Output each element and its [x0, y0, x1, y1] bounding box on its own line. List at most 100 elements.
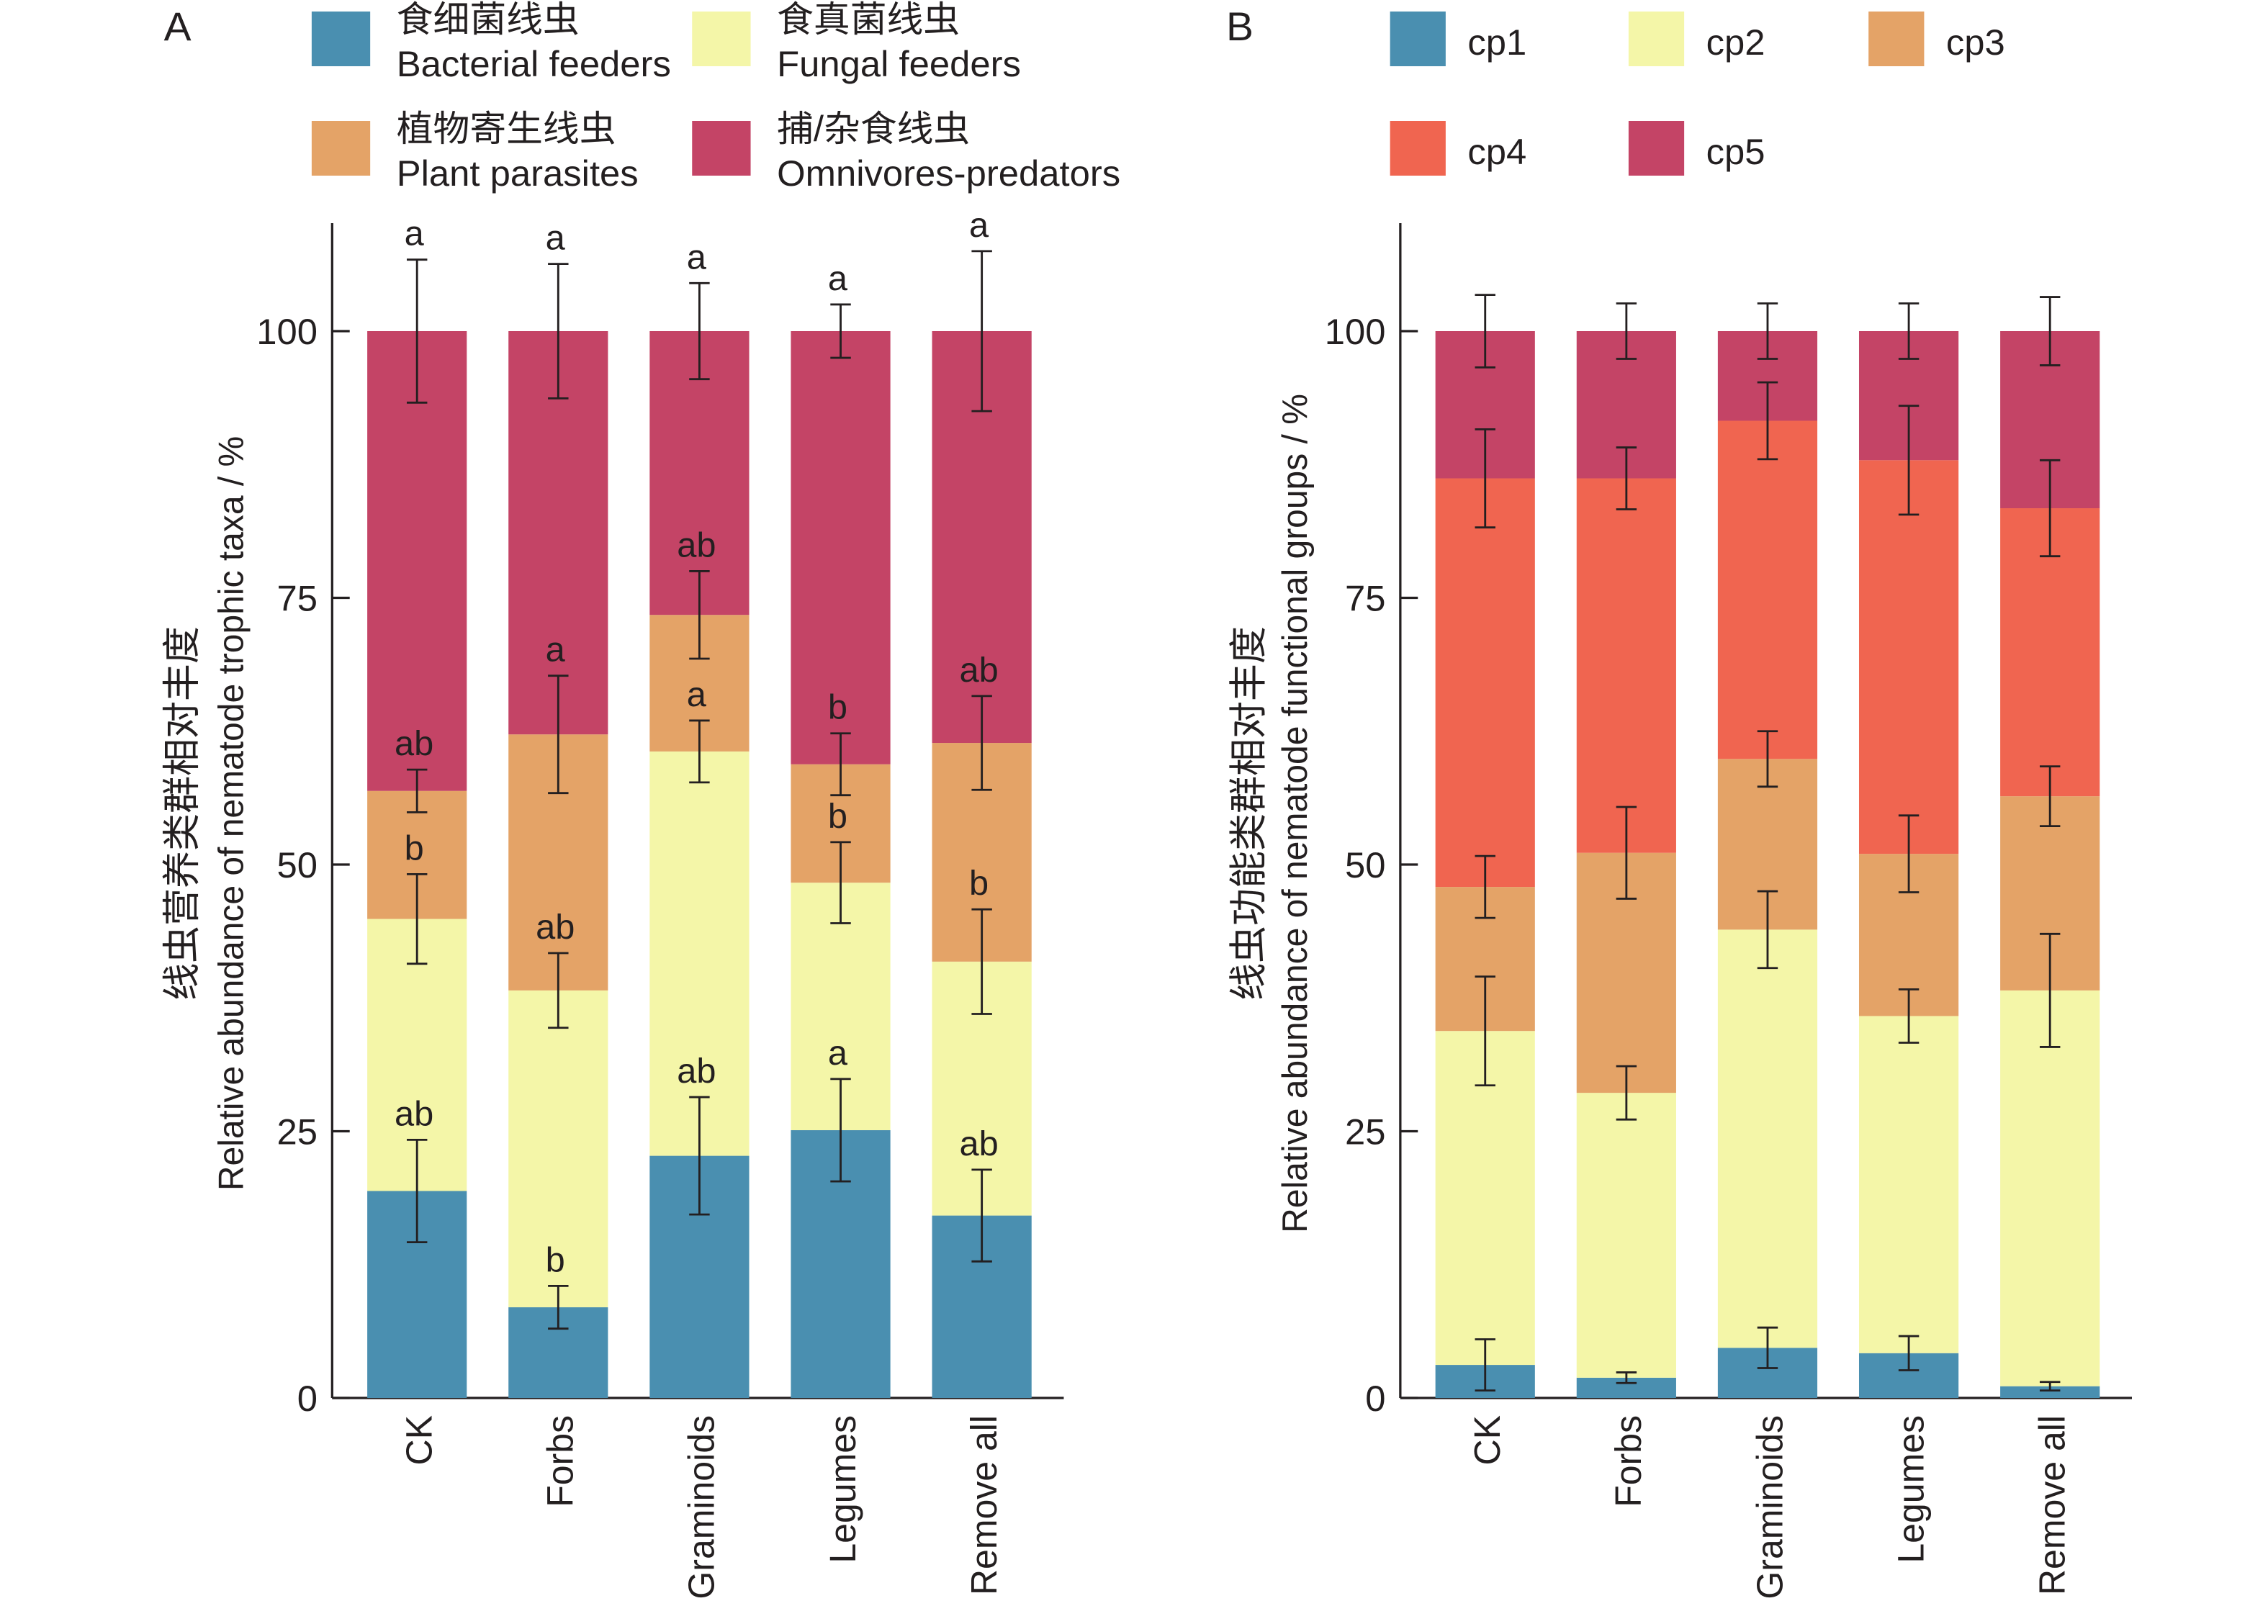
- stacked-bar: [1717, 331, 1818, 1398]
- error-bar: [830, 1078, 851, 1183]
- y-axis-label-cn-a: 线虫营养类群相对丰度: [161, 626, 203, 1001]
- error-bar: [971, 250, 992, 412]
- bar-segment-cp1: [2000, 1386, 2100, 1398]
- y-axis-label-a: Relative abundance of nematode trophic t…: [212, 436, 251, 1191]
- y-tick-label: 50: [276, 844, 318, 885]
- error-bar: [1475, 854, 1495, 919]
- error-bar: [689, 719, 710, 784]
- significance-letter: b: [828, 797, 847, 836]
- bar-segment-cp2: [1858, 1016, 1959, 1353]
- plot-b: 0 25 50 75 100 CK Forbs Graminoids Legumes Remove…: [1325, 223, 2132, 1600]
- legend-swatch: [311, 121, 371, 176]
- significance-letter: ab: [959, 651, 998, 690]
- bar-segment-cp2: [1717, 929, 1818, 1348]
- legend-label: cp5: [1706, 131, 1765, 172]
- panel-label-a: A: [164, 4, 192, 48]
- legend-swatch: [1628, 121, 1685, 176]
- stacked-bar: [649, 331, 750, 1398]
- significance-letter: a: [405, 215, 424, 253]
- bar-segment-cp2: [2000, 990, 2100, 1386]
- significance-letter: b: [828, 688, 847, 727]
- error-bar: [1616, 1371, 1637, 1384]
- significance-letter: ab: [536, 908, 575, 947]
- legend-item: cp4: [1390, 121, 1526, 176]
- error-bar: [1475, 428, 1495, 529]
- error-bar: [1757, 730, 1778, 788]
- error-bar: [1898, 988, 1920, 1044]
- legend-item: cp2: [1628, 12, 1765, 66]
- error-bar: [830, 732, 851, 797]
- bar-segment-omnivores-predators: [367, 331, 467, 791]
- error-bar: [1757, 381, 1778, 461]
- error-bar: [1616, 302, 1637, 360]
- error-bar: [689, 1096, 710, 1216]
- error-bar: [1616, 806, 1637, 900]
- error-bar: [830, 841, 851, 924]
- panel-b: B cp1 cp2 cp3 cp4 cp5 0 25 50 75 100 CK Forbs Grami…: [1226, 4, 2132, 1600]
- x-tick-label: Forbs: [539, 1415, 580, 1507]
- error-bar: [1898, 1335, 1920, 1371]
- significance-letter: a: [687, 238, 706, 277]
- error-bar: [830, 303, 851, 359]
- significance-letter: b: [969, 865, 989, 903]
- legend-label: cp1: [1467, 22, 1526, 63]
- bar-segment-cp4: [1717, 420, 1818, 759]
- legend-swatch: [1390, 12, 1446, 66]
- error-bar: [2039, 296, 2061, 366]
- error-bar: [689, 281, 710, 381]
- y-tick-label: 100: [256, 311, 318, 352]
- significance-letter: b: [405, 829, 424, 868]
- error-bar: [548, 1284, 569, 1330]
- significance-letter: ab: [677, 1052, 716, 1091]
- error-bar: [971, 1168, 992, 1263]
- error-bar: [1616, 446, 1637, 510]
- legend-b: cp1 cp2 cp3 cp4 cp5: [1390, 12, 2005, 176]
- legend-label-cn: 植物寄生线虫: [397, 108, 616, 149]
- y-axis-label-b: Relative abundance of nematode functiona…: [1275, 394, 1314, 1233]
- legend-label: cp2: [1706, 22, 1765, 63]
- error-bar: [1898, 814, 1920, 893]
- legend-item: cp1: [1390, 12, 1526, 66]
- error-bar: [406, 258, 428, 404]
- x-tick-label: Legumes: [1890, 1415, 1931, 1564]
- significance-letter: a: [969, 206, 989, 245]
- legend-label: cp3: [1946, 22, 2005, 63]
- y-tick-label: 75: [1345, 578, 1386, 619]
- legend-swatch: [311, 12, 371, 66]
- significance-letter: a: [546, 631, 565, 669]
- error-bar: [1757, 302, 1778, 360]
- error-bar: [2039, 765, 2061, 828]
- error-bar: [971, 908, 992, 1015]
- legend-label-cn: 食真菌线虫: [777, 0, 960, 40]
- bar-segment-cp2: [1435, 1031, 1535, 1366]
- error-bar: [2039, 459, 2061, 558]
- legend-label: Omnivores-predators: [777, 153, 1120, 194]
- x-tick-label: Remove all: [963, 1415, 1004, 1595]
- legend-label: cp4: [1467, 131, 1526, 172]
- x-tick-label: Remove all: [2031, 1415, 2072, 1595]
- error-bar: [2039, 932, 2061, 1048]
- bar-segment-fungal-feeders: [508, 990, 608, 1308]
- x-tick-label: Graminoids: [680, 1415, 721, 1600]
- error-bar: [1757, 1326, 1778, 1369]
- y-tick-label: 0: [1365, 1378, 1385, 1419]
- y-tick-label: 0: [297, 1378, 318, 1419]
- legend-item: cp5: [1628, 121, 1765, 176]
- stacked-bar: [508, 331, 608, 1398]
- error-bar: [1475, 294, 1495, 369]
- significance-letter: b: [546, 1241, 565, 1280]
- error-bar: [2039, 1381, 2061, 1392]
- stacked-bar: [932, 331, 1032, 1398]
- x-tick-label: CK: [1467, 1415, 1508, 1466]
- y-tick-label: 25: [1345, 1111, 1386, 1152]
- error-bar: [1616, 1065, 1637, 1121]
- legend-swatch: [1390, 121, 1446, 176]
- legend-label-cn: 捕/杂食线虫: [777, 108, 970, 149]
- stacked-bar: [1858, 331, 1959, 1398]
- bar-segment-cp4: [1858, 460, 1959, 854]
